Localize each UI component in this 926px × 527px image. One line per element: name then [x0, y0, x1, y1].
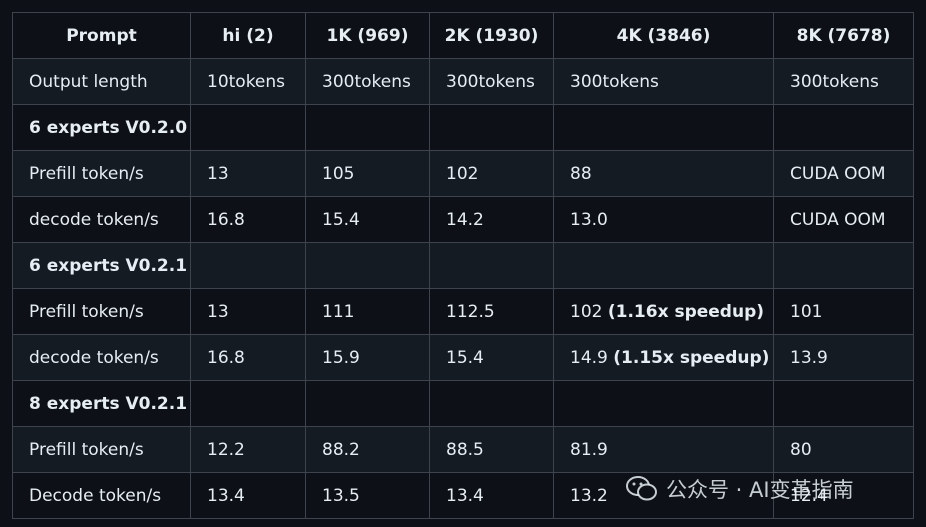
cell: 88: [553, 150, 774, 197]
section-cell: 6 experts V0.2.0: [12, 104, 191, 151]
empty-cell: [553, 242, 774, 289]
empty-cell: [190, 104, 306, 151]
header-cell: 2K (1930): [429, 12, 554, 59]
cell: 101: [773, 288, 914, 335]
table-row: 6 experts V0.2.0: [12, 104, 914, 151]
table-row: Prefill token/s 13 111 112.5 102 (1.16x spee…: [12, 288, 914, 335]
cell: 300tokens: [553, 58, 774, 105]
cell: 13: [190, 288, 306, 335]
cell: 14.2: [429, 196, 554, 243]
cell: 88.5: [429, 426, 554, 473]
cell-note: (1.16x speedup): [607, 301, 765, 322]
empty-cell: [305, 104, 430, 151]
table-row: Prefill token/s 12.2 88.2 88.5 81.9 80: [12, 426, 914, 473]
cell: Output length: [12, 58, 191, 105]
cell: Prefill token/s: [12, 150, 191, 197]
cell: CUDA OOM: [773, 150, 914, 197]
cell: 12.4: [773, 472, 914, 519]
table-row: decode token/s 16.8 15.4 14.2 13.0 CUDA OOM: [12, 196, 914, 243]
empty-cell: [190, 242, 306, 289]
cell: 102: [429, 150, 554, 197]
cell: 102 (1.16x speedup): [553, 288, 774, 335]
cell-value: 102: [570, 301, 603, 322]
section-cell: 6 experts V0.2.1: [12, 242, 191, 289]
table-row: decode token/s 16.8 15.9 15.4 14.9 (1.15x sp…: [12, 334, 914, 381]
cell: 14.9 (1.15x speedup): [553, 334, 774, 381]
header-row: Prompt hi (2) 1K (969) 2K (1930) 4K (3846) 8K…: [12, 12, 914, 59]
header-cell: hi (2): [190, 12, 306, 59]
cell-value: 14.9: [570, 347, 608, 368]
cell: 16.8: [190, 334, 306, 381]
cell: 13.5: [305, 472, 430, 519]
wechat-icon: [626, 476, 657, 501]
cell: 13.2: [553, 472, 774, 519]
cell: 105: [305, 150, 430, 197]
empty-cell: [429, 242, 554, 289]
empty-cell: [305, 242, 430, 289]
cell: 10tokens: [190, 58, 306, 105]
cell: 16.8: [190, 196, 306, 243]
cell-note: (1.15x speedup): [613, 347, 770, 368]
table-row: Decode token/s 13.4 13.5 13.4 13.2 12.4: [12, 472, 914, 519]
empty-cell: [553, 104, 774, 151]
cell: 13.4: [429, 472, 554, 519]
table-row: Output length 10tokens 300tokens 300tokens 3…: [12, 58, 914, 105]
cell: 15.4: [305, 196, 430, 243]
empty-cell: [305, 380, 430, 427]
empty-cell: [190, 380, 306, 427]
cell: 300tokens: [773, 58, 914, 105]
cell: decode token/s: [12, 334, 191, 381]
watermark: 公众号 · AI变革指南: [626, 474, 854, 504]
cell: Prefill token/s: [12, 426, 191, 473]
table-row: Prefill token/s 13 105 102 88 CUDA OOM: [12, 150, 914, 197]
cell: 13.0: [553, 196, 774, 243]
cell: 81.9: [553, 426, 774, 473]
watermark-text: 公众号 · AI变革指南: [666, 478, 854, 502]
empty-cell: [553, 380, 774, 427]
cell: 80: [773, 426, 914, 473]
cell: 13.4: [190, 472, 306, 519]
table-row: 8 experts V0.2.1: [12, 380, 914, 427]
cell: 15.4: [429, 334, 554, 381]
header-cell: 1K (969): [305, 12, 430, 59]
benchmark-table: Prompt hi (2) 1K (969) 2K (1930) 4K (3846) 8K…: [12, 12, 914, 519]
cell: CUDA OOM: [773, 196, 914, 243]
cell: 111: [305, 288, 430, 335]
cell: 112.5: [429, 288, 554, 335]
cell: Prefill token/s: [12, 288, 191, 335]
cell: 12.2: [190, 426, 306, 473]
cell: 300tokens: [305, 58, 430, 105]
section-cell: 8 experts V0.2.1: [12, 380, 191, 427]
cell: 13.9: [773, 334, 914, 381]
header-cell: 8K (7678): [773, 12, 914, 59]
table-row: 6 experts V0.2.1: [12, 242, 914, 289]
cell: 300tokens: [429, 58, 554, 105]
cell: decode token/s: [12, 196, 191, 243]
cell: Decode token/s: [12, 472, 191, 519]
empty-cell: [773, 380, 914, 427]
cell: 15.9: [305, 334, 430, 381]
empty-cell: [773, 242, 914, 289]
header-cell: Prompt: [12, 12, 191, 59]
header-cell: 4K (3846): [553, 12, 774, 59]
empty-cell: [429, 380, 554, 427]
cell: 13: [190, 150, 306, 197]
cell: 88.2: [305, 426, 430, 473]
empty-cell: [429, 104, 554, 151]
empty-cell: [773, 104, 914, 151]
